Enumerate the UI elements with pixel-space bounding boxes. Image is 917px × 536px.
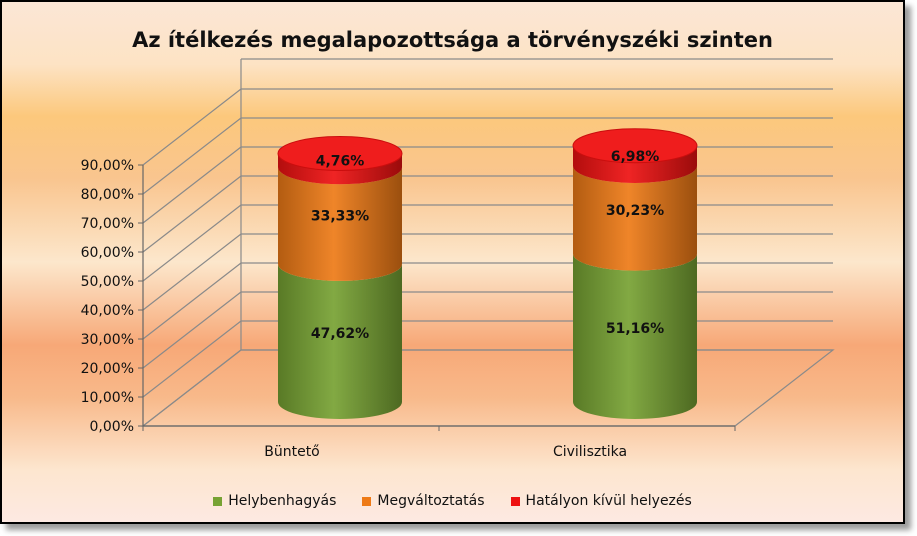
x-category-label: Civilisztika: [553, 444, 627, 460]
gridline: [142, 204, 833, 282]
legend-swatch: [362, 496, 372, 506]
chart-title: Az ítélkezés megalapozottsága a törvénys…: [132, 28, 773, 52]
gridline: [142, 291, 833, 369]
bars: 47,62% 33,33% 4,76% 51,16% 30,23% 6,98%: [277, 128, 698, 419]
x-category-label: Büntető: [264, 444, 320, 460]
y-tick-label: 30,00%: [81, 332, 134, 348]
data-label: 47,62%: [311, 326, 369, 342]
legend-swatch: [213, 496, 223, 506]
y-tick-label: 50,00%: [81, 274, 134, 290]
y-tick-label: 60,00%: [81, 245, 134, 261]
y-tick-label: 90,00%: [81, 158, 134, 174]
bar-segment: 4,76%: [277, 135, 403, 185]
data-label: 4,76%: [316, 153, 365, 169]
gridline: [142, 262, 833, 340]
data-label: 33,33%: [311, 209, 369, 225]
bar-segment: 47,62%: [278, 263, 402, 419]
bar-segment: 51,16%: [573, 253, 697, 419]
y-tick-label: 80,00%: [81, 187, 134, 203]
legend-item: Megváltoztatás: [362, 493, 485, 509]
gridline: [142, 146, 833, 224]
gridline: [142, 117, 833, 195]
bar-segment: 30,23%: [573, 165, 697, 271]
chart-frame: [0, 0, 905, 524]
gridline: [142, 320, 833, 398]
legend-item: Hatályon kívül helyezés: [510, 493, 692, 509]
bar-segment: 6,98%: [572, 128, 698, 183]
gridline: [142, 349, 833, 427]
legend: Helybenhagyás Megváltoztatás Hatályon kívü…: [0, 493, 905, 509]
y-tick-label: 20,00%: [81, 361, 134, 377]
y-tick-label: 40,00%: [81, 303, 134, 319]
legend-swatch: [510, 496, 520, 506]
legend-item: Helybenhagyás: [213, 493, 336, 509]
data-label: 51,16%: [606, 321, 664, 337]
grid: [141, 58, 835, 427]
cylinder-1: 51,16% 30,23% 6,98%: [572, 128, 698, 419]
gridline: [142, 88, 833, 166]
legend-label: Hatályon kívül helyezés: [525, 493, 692, 509]
y-tick-label: 70,00%: [81, 216, 134, 232]
data-label: 6,98%: [611, 149, 660, 165]
floor: [141, 349, 835, 427]
axes: 0,00% 10,00% 20,00% 30,00% 40,00% 50,00% 60,00…: [81, 158, 736, 460]
cylinder-0: 47,62% 33,33% 4,76%: [277, 135, 403, 419]
bar-segment: 33,33%: [278, 167, 402, 281]
gridline: [142, 233, 833, 311]
y-tick-label: 0,00%: [90, 419, 134, 435]
gridline: [142, 175, 833, 253]
legend-label: Helybenhagyás: [228, 493, 337, 509]
y-tick-label: 10,00%: [81, 390, 134, 406]
data-label: 30,23%: [606, 203, 664, 219]
legend-label: Megváltoztatás: [377, 493, 485, 509]
